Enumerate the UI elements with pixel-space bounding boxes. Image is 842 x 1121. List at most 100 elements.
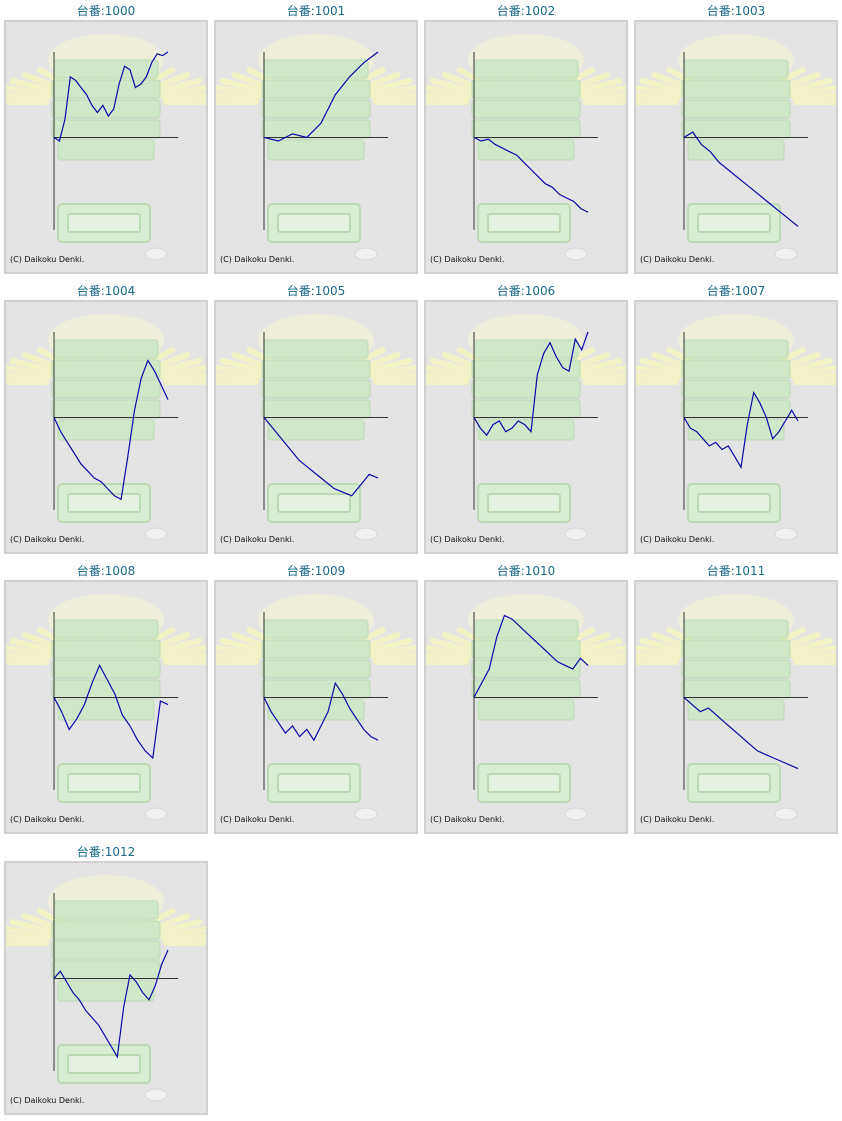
ray-decoration <box>158 364 206 378</box>
ray-decoration <box>574 77 623 95</box>
machine-title-link[interactable]: 台番:1004 <box>76 284 136 298</box>
payout-line <box>263 681 379 742</box>
ray-decoration <box>6 364 54 378</box>
ray-decoration <box>639 77 688 95</box>
machine-graph-link[interactable]: (C) Daikoku Denki. <box>214 20 418 274</box>
graph-svg <box>636 314 836 541</box>
machine-title-link[interactable]: 台番:1003 <box>706 4 766 18</box>
graph-axes <box>53 332 178 510</box>
ray-decoration <box>426 372 471 382</box>
ray-decoration <box>371 372 416 382</box>
ray-decoration <box>161 933 206 943</box>
background-illustration <box>6 34 206 261</box>
background-illustration <box>216 314 416 541</box>
background-illustration <box>636 314 836 541</box>
graph-svg <box>6 314 206 541</box>
ray-decoration <box>368 644 416 658</box>
ray-decoration <box>574 637 623 655</box>
ray-decoration <box>364 637 413 655</box>
graph-svg <box>6 594 206 821</box>
ray-decoration <box>371 92 416 102</box>
payout-line <box>683 131 799 227</box>
machine-title-link[interactable]: 台番:1012 <box>76 845 136 859</box>
ray-decoration <box>158 84 206 98</box>
ray-decoration <box>429 77 478 95</box>
ray-decoration <box>636 92 681 102</box>
ray-decoration <box>364 77 413 95</box>
ray-decoration <box>154 918 203 936</box>
machine-graph-link[interactable]: (C) Daikoku Denki. <box>4 580 208 834</box>
machine-title-link[interactable]: 台番:1008 <box>76 564 136 578</box>
machine-graph-link[interactable]: (C) Daikoku Denki. <box>634 580 838 834</box>
machine-graph-link[interactable]: (C) Daikoku Denki. <box>424 20 628 274</box>
machine-title-link[interactable]: 台番:1001 <box>286 4 346 18</box>
machine-graph-link[interactable]: (C) Daikoku Denki. <box>4 300 208 554</box>
machine-graph-link[interactable]: (C) Daikoku Denki. <box>424 580 628 834</box>
copyright-text: (C) Daikoku Denki. <box>220 255 295 264</box>
payout-line <box>263 51 379 142</box>
ray-decoration <box>216 84 264 98</box>
ray-decoration <box>6 92 51 102</box>
graph-axes <box>53 52 178 230</box>
ray-decoration <box>578 84 626 98</box>
graph-axes <box>263 332 388 510</box>
background-illustration <box>216 594 416 821</box>
ray-decoration <box>219 357 268 375</box>
machine-title-link[interactable]: 台番:1002 <box>496 4 556 18</box>
machine-graph-link[interactable]: (C) Daikoku Denki. <box>214 580 418 834</box>
copyright-text: (C) Daikoku Denki. <box>640 535 715 544</box>
machine-title-link[interactable]: 台番:1000 <box>76 4 136 18</box>
ray-decoration <box>636 652 681 662</box>
ray-decoration <box>371 652 416 662</box>
graph-axes <box>683 612 808 790</box>
ray-decoration <box>158 644 206 658</box>
background-illustration <box>636 594 836 821</box>
ray-decoration <box>426 652 471 662</box>
machine-graph-link[interactable]: (C) Daikoku Denki. <box>4 20 208 274</box>
ray-decoration <box>6 925 54 939</box>
ray-decoration <box>636 372 681 382</box>
graph-axes <box>263 612 388 790</box>
ray-decoration <box>791 92 836 102</box>
ray-decoration <box>574 357 623 375</box>
graph-svg <box>216 314 416 541</box>
ray-decoration <box>578 364 626 378</box>
ray-decoration <box>791 372 836 382</box>
machine-graph-link[interactable]: (C) Daikoku Denki. <box>634 20 838 274</box>
copyright-text: (C) Daikoku Denki. <box>220 535 295 544</box>
ray-decoration <box>216 364 264 378</box>
machine-title-link[interactable]: 台番:1011 <box>706 564 766 578</box>
machine-title-link[interactable]: 台番:1007 <box>706 284 766 298</box>
background-illustration <box>426 34 626 261</box>
graph-svg <box>426 314 626 541</box>
machine-graph-link[interactable]: (C) Daikoku Denki. <box>4 861 208 1115</box>
ray-decoration <box>639 637 688 655</box>
machine-graph-link[interactable]: (C) Daikoku Denki. <box>634 300 838 554</box>
payout-line <box>53 51 169 142</box>
machine-title-link[interactable]: 台番:1006 <box>496 284 556 298</box>
payout-line <box>683 696 799 770</box>
ray-decoration <box>368 364 416 378</box>
ray-decoration <box>639 357 688 375</box>
payout-line <box>53 949 169 1059</box>
ray-decoration <box>6 644 54 658</box>
machine-title-link[interactable]: 台番:1009 <box>286 564 346 578</box>
graph-axes <box>473 52 598 230</box>
machine-graph-link[interactable]: (C) Daikoku Denki. <box>214 300 418 554</box>
ray-decoration <box>368 84 416 98</box>
ray-decoration <box>784 77 833 95</box>
ray-decoration <box>788 84 836 98</box>
ray-decoration <box>219 637 268 655</box>
machine-title-link[interactable]: 台番:1005 <box>286 284 346 298</box>
ray-decoration <box>161 372 206 382</box>
graph-svg <box>216 594 416 821</box>
payout-line <box>473 136 589 213</box>
graph-svg <box>6 34 206 261</box>
ray-decoration <box>791 652 836 662</box>
machine-graph-link[interactable]: (C) Daikoku Denki. <box>424 300 628 554</box>
background-illustration <box>426 594 626 821</box>
machine-title-link[interactable]: 台番:1010 <box>496 564 556 578</box>
payout-line <box>473 614 589 698</box>
ray-decoration <box>9 918 58 936</box>
ray-decoration <box>784 357 833 375</box>
